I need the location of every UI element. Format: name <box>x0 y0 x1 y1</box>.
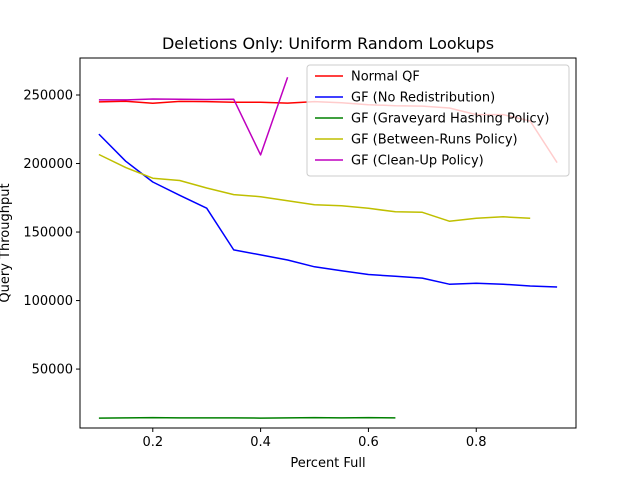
legend-label-1: GF (No Redistribution) <box>351 91 495 106</box>
legend-label-0: Normal QF <box>351 70 420 85</box>
y-tick-label: 50000 <box>32 363 73 378</box>
series-line-3 <box>98 153 531 222</box>
legend-box <box>306 64 570 177</box>
y-tick-label: 200000 <box>23 157 73 172</box>
legend-label-3: GF (Between-Runs Policy) <box>351 133 518 148</box>
y-axis: 50000 100000 150000 200000 250000 <box>23 89 80 378</box>
chart-title: Deletions Only: Uniform Random Lookups <box>162 34 494 53</box>
x-axis-label: Percent Full <box>290 456 365 471</box>
series-line-4 <box>98 77 289 156</box>
legend-label-4: GF (Clean-Up Policy) <box>351 154 484 169</box>
x-tick-label: 0.4 <box>250 435 271 450</box>
x-tick-label: 0.6 <box>358 435 379 450</box>
x-tick-label: 0.2 <box>142 435 163 450</box>
legend-label-2: GF (Graveyard Hashing Policy) <box>351 112 549 127</box>
plot-frame <box>79 57 577 429</box>
y-axis-label: Query Throughput <box>0 183 13 302</box>
series-line-2 <box>98 416 396 419</box>
y-tick-label: 100000 <box>23 294 73 309</box>
y-tick-label: 150000 <box>23 226 73 241</box>
series-line-1 <box>98 133 558 288</box>
x-tick-label: 0.8 <box>466 435 487 450</box>
legend: Normal QF GF (No Redistribution) GF (Grave… <box>306 64 570 177</box>
y-tick-label: 250000 <box>23 89 73 104</box>
x-axis: 0.2 0.4 0.6 0.8 <box>142 428 487 450</box>
